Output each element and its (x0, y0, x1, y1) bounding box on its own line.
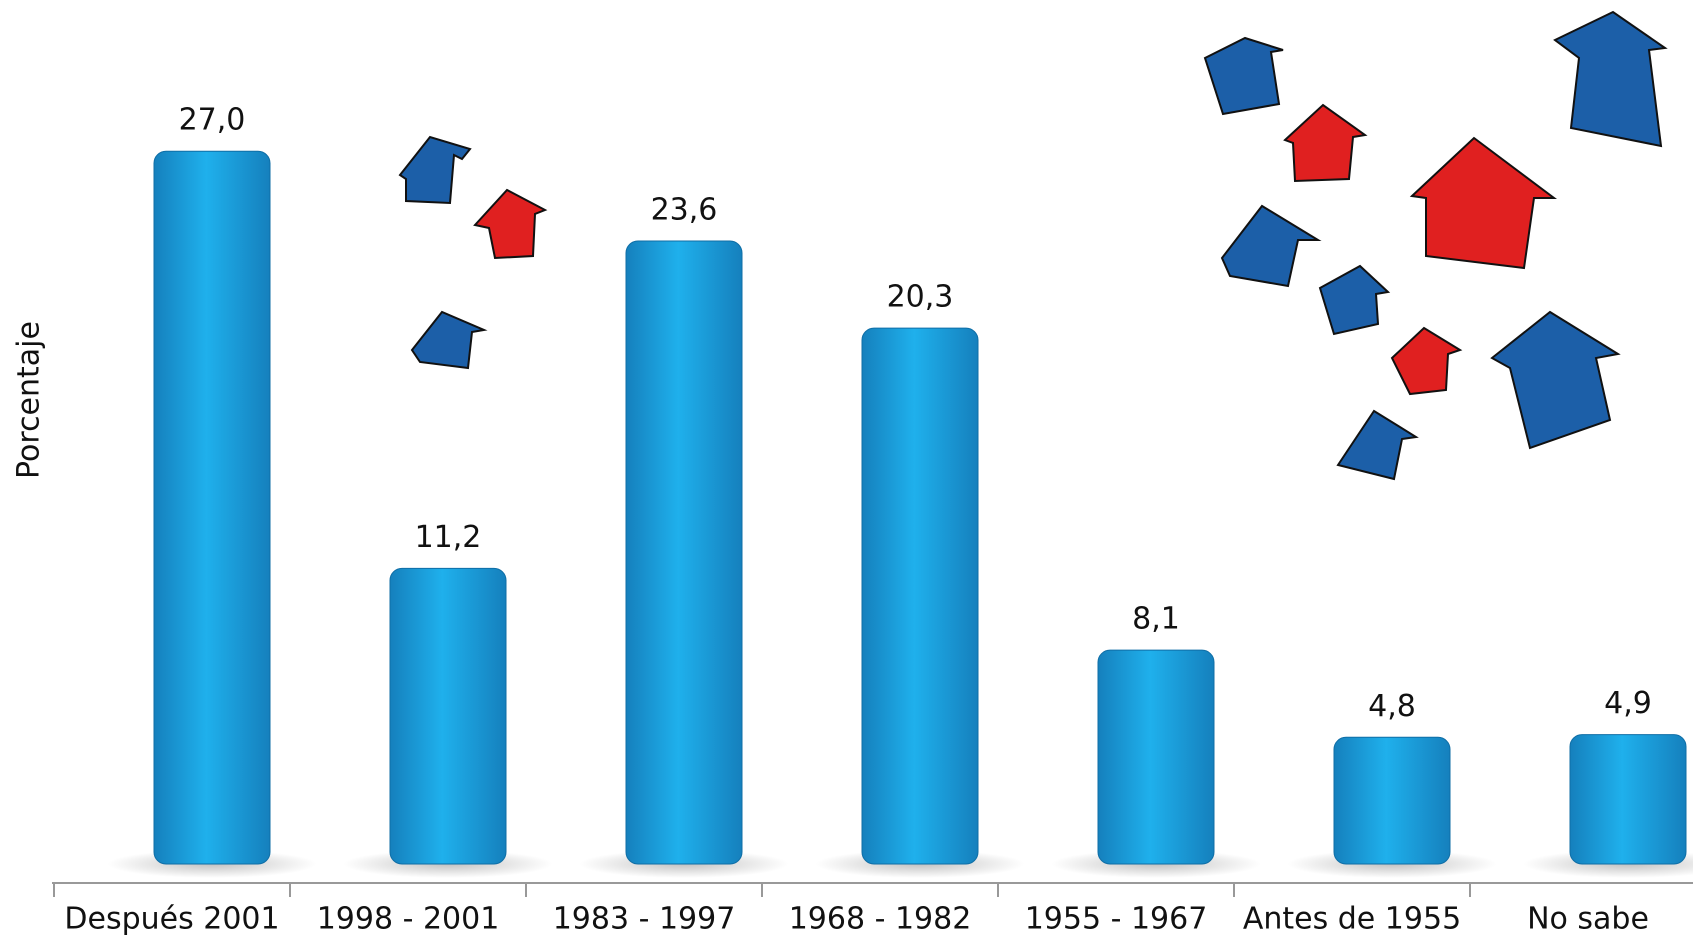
bar (1097, 649, 1215, 865)
x-tick-label: 1983 - 1997 (553, 902, 736, 937)
decoration-houses (398, 10, 1668, 481)
bar (625, 240, 743, 865)
x-tick-label: 1998 - 2001 (317, 902, 500, 937)
x-tick-label: No sabe (1527, 902, 1649, 937)
value-label: 4,9 (1604, 686, 1652, 721)
x-tick-label: 1968 - 1982 (789, 902, 972, 937)
value-label: 11,2 (415, 520, 482, 555)
bar (153, 150, 271, 865)
x-tick-label: 1955 - 1967 (1025, 902, 1208, 937)
y-axis-label: Porcentaje (12, 321, 47, 479)
bar (1333, 736, 1451, 865)
bar (861, 327, 979, 865)
x-tick-label: Antes de 1955 (1243, 902, 1461, 937)
bar (389, 567, 507, 865)
value-label: 23,6 (651, 192, 718, 227)
value-label: 8,1 (1132, 602, 1180, 637)
bar (1569, 734, 1687, 865)
x-tick-label: Después 2001 (64, 902, 279, 937)
value-label: 20,3 (887, 280, 954, 315)
value-label: 4,8 (1368, 689, 1416, 724)
value-label: 27,0 (179, 103, 246, 138)
